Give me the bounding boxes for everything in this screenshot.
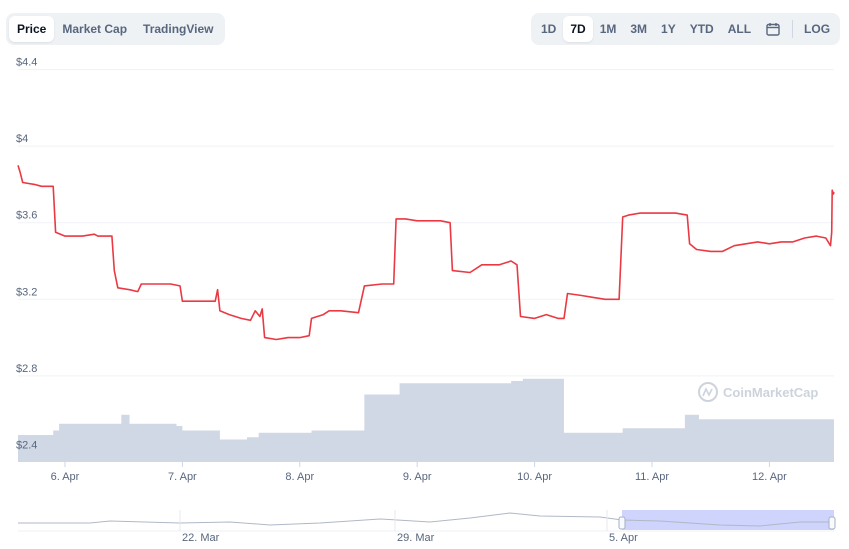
navigator-tick-label: 22. Mar <box>182 532 220 544</box>
y-tick-label: $4.4 <box>16 57 37 69</box>
range-1y-button[interactable]: 1Y <box>661 22 676 36</box>
tab-price[interactable]: Price <box>9 16 55 42</box>
calendar-icon <box>766 23 780 36</box>
tab-market-cap[interactable]: Market Cap <box>62 22 128 36</box>
time-range-selector: 1D 7D 1M 3M 1Y YTD ALL LOG <box>531 13 841 45</box>
range-all-button[interactable]: ALL <box>727 22 752 36</box>
volume-area <box>18 378 834 462</box>
y-tick-label: $2.8 <box>16 363 37 375</box>
y-tick-label: $3.2 <box>16 286 37 298</box>
navigator-selection <box>622 510 834 530</box>
navigator-tick-label: 29. Mar <box>397 532 435 544</box>
x-tick-label: 8. Apr <box>285 471 314 483</box>
x-tick-label: 12. Apr <box>752 471 787 483</box>
range-1m-button[interactable]: 1M <box>599 22 617 36</box>
toolbar-divider <box>792 20 794 38</box>
chart-type-tabs: Price Market Cap TradingView <box>6 13 225 45</box>
x-tick-label: 10. Apr <box>517 471 552 483</box>
coinmarketcap-logo: CoinMarketCap <box>698 382 818 402</box>
range-ytd-button[interactable]: YTD <box>689 22 714 36</box>
watermark-text: CoinMarketCap <box>723 385 818 400</box>
coinmarketcap-icon-mark <box>702 387 713 397</box>
navigator-handle-right <box>828 516 836 530</box>
range-3m-button[interactable]: 3M <box>630 22 648 36</box>
coinmarketcap-icon <box>698 382 718 402</box>
navigator-line <box>18 512 834 527</box>
x-tick-label: 11. Apr <box>635 471 669 483</box>
y-tick-label: $4 <box>16 133 28 145</box>
calendar-button[interactable] <box>758 16 788 42</box>
navigator-handle-left <box>618 516 626 530</box>
x-tick-label: 7. Apr <box>168 471 197 483</box>
x-tick-label: 9. Apr <box>403 471 432 483</box>
tab-tradingview[interactable]: TradingView <box>143 22 214 36</box>
navigator-tick-label: 5. Apr <box>609 532 638 544</box>
range-7d-button[interactable]: 7D <box>563 16 593 42</box>
price-line <box>17 165 835 341</box>
y-tick-label: $3.6 <box>16 210 37 222</box>
y-tick-label: $2.4 <box>16 439 37 451</box>
range-1d-button[interactable]: 1D <box>541 22 557 36</box>
log-scale-button[interactable]: LOG <box>804 22 831 36</box>
x-tick-label: 6. Apr <box>51 471 80 483</box>
